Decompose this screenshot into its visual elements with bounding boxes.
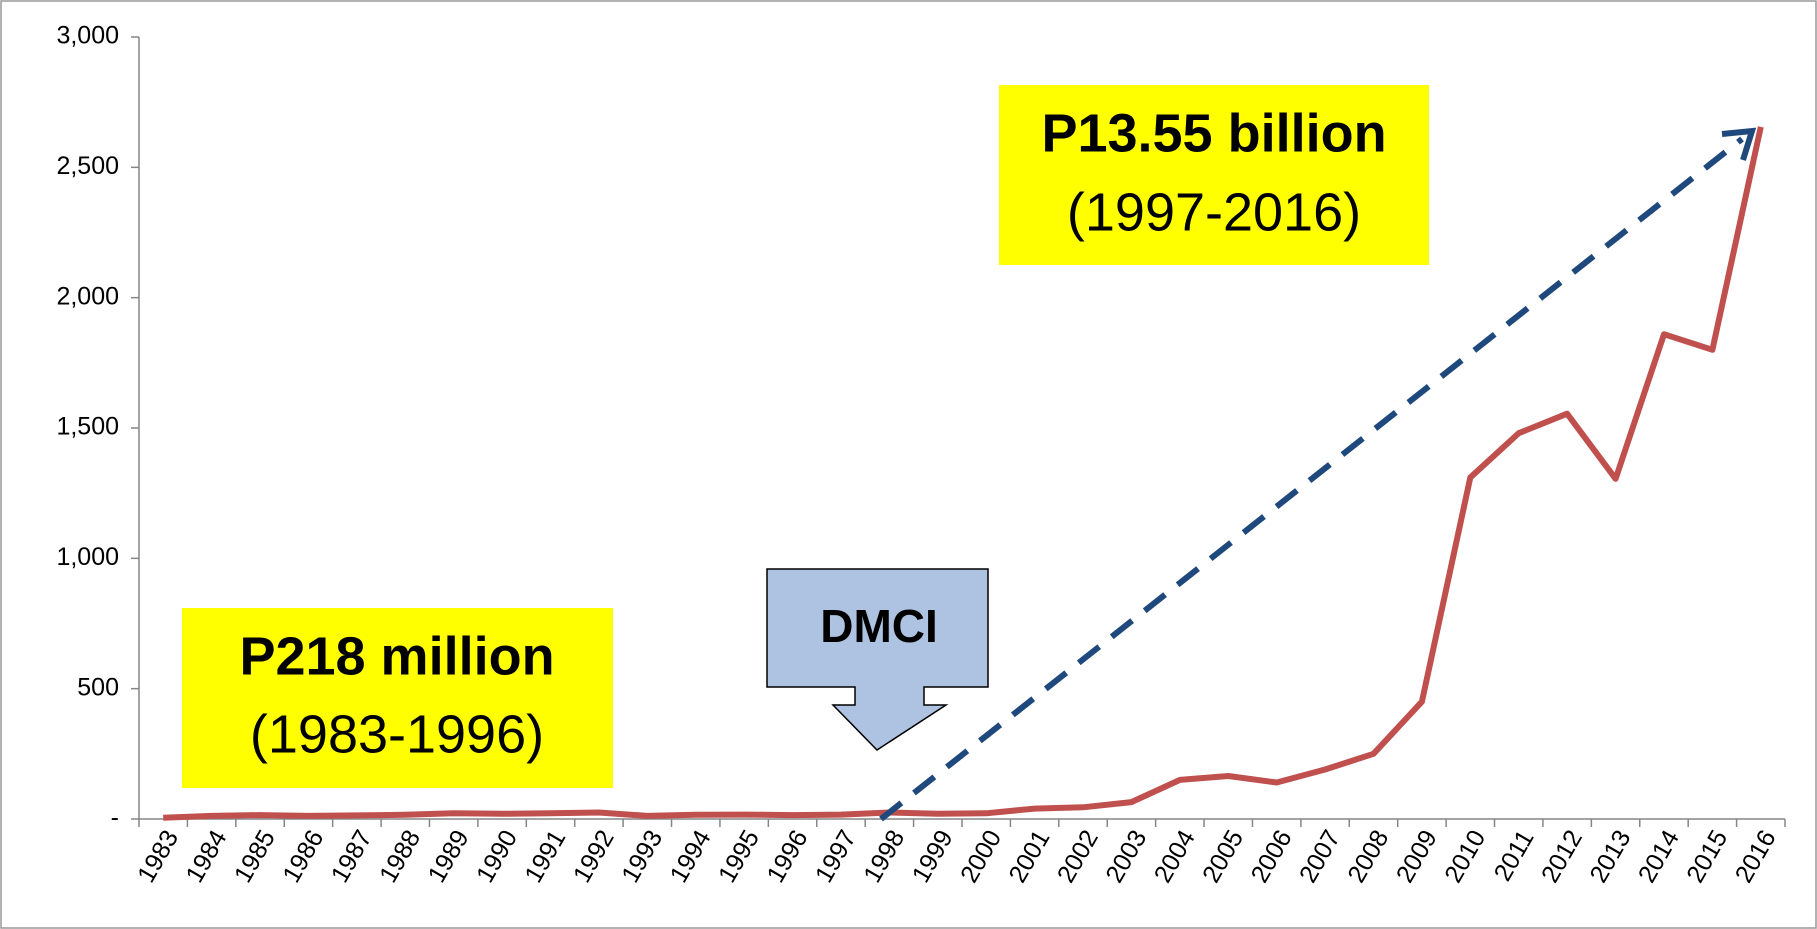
y-tick-label: 500	[77, 673, 119, 701]
annotation-box	[999, 85, 1429, 265]
trend-arrow-head	[1721, 127, 1757, 161]
data-line	[163, 126, 1764, 821]
y-tick-label: 3,000	[56, 22, 119, 50]
y-tick-label: 2,000	[56, 282, 119, 310]
y-tick-label: 2,500	[56, 152, 119, 180]
y-tick-label: 1,500	[56, 413, 119, 441]
annotation-period: (1983-1996)	[250, 704, 544, 764]
annotation-title: P13.55 billion	[1041, 103, 1386, 163]
y-tick-label: -	[111, 804, 119, 832]
callout-label: DMCI	[820, 600, 938, 652]
annotation-title: P218 million	[239, 626, 554, 686]
trend-arrow	[879, 136, 1744, 822]
annotation-period: (1997-2016)	[1067, 182, 1361, 242]
y-tick-label: 1,000	[56, 543, 119, 571]
annotation-box	[182, 608, 613, 788]
callout-arrow	[766, 568, 989, 751]
